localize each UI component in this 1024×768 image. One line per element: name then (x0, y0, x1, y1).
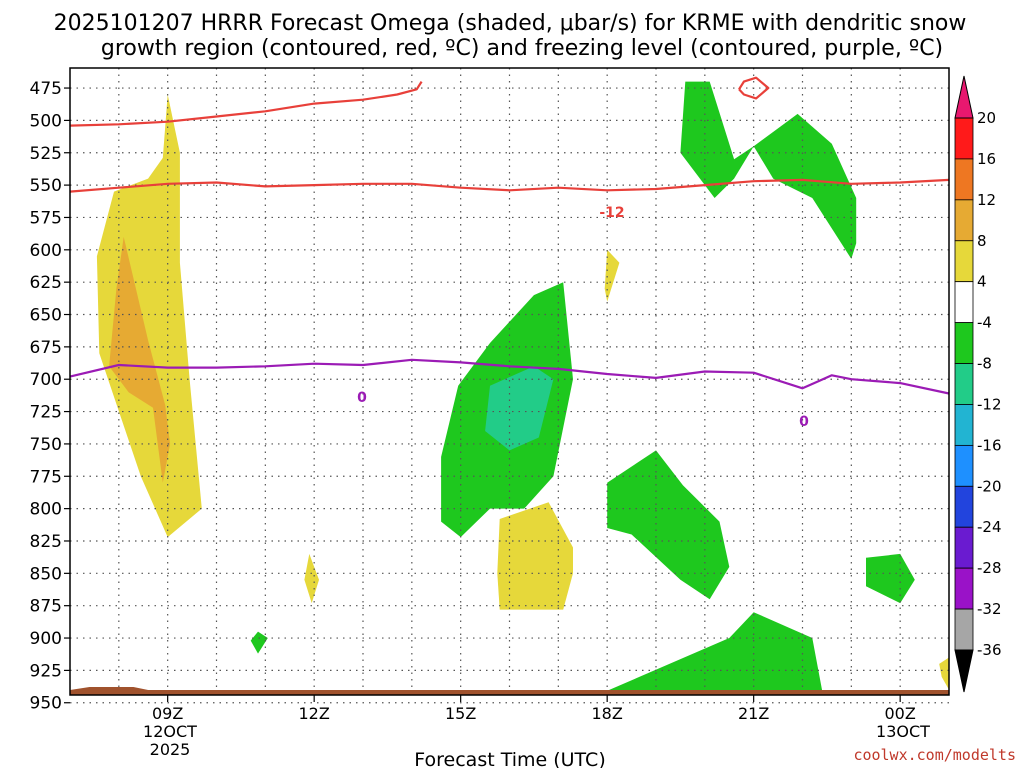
colorbar-label-10: -24 (977, 518, 1002, 536)
y-tick-label-6: 625 (30, 273, 62, 293)
colorbar-label-4: 4 (977, 273, 987, 291)
y-tick-label-4: 575 (30, 208, 62, 228)
y-tick-label-19: 950 (30, 694, 62, 714)
colorbar-swatch-12 (954, 608, 974, 651)
colorbar-swatch-10 (954, 526, 974, 569)
x-tick-label-3: 18Z (592, 704, 623, 723)
colorbar-label-3: 8 (977, 232, 987, 250)
y-tick-label-16: 875 (30, 597, 62, 617)
y-tick-label-1: 500 (30, 111, 62, 131)
colorbar-swatch-5 (954, 322, 974, 364)
colorbar-label-7: -12 (977, 395, 1002, 413)
colorbar-swatch-1 (954, 158, 974, 201)
y-tick-label-14: 825 (30, 532, 62, 552)
contour-line-2 (738, 76, 770, 100)
colorbar-swatch-3 (954, 240, 974, 283)
y-tick-label-15: 850 (30, 564, 62, 584)
contour-line-3 (69, 358, 950, 395)
colorbar: 20 16 12 8 4 -4 -8 -12 -16 -20 -24 -28 -32 -36 (954, 75, 1002, 693)
colorbar-label-0: 20 (977, 109, 996, 127)
y-tick-label-2: 525 (30, 144, 62, 164)
omega-region-10 (866, 553, 915, 604)
y-tick-label-13: 800 (30, 500, 62, 520)
colorbar-swatch-11 (954, 567, 974, 610)
ground-bump (70, 687, 149, 690)
date-label-13oct: 13OCT (876, 722, 930, 741)
credit-text: coolwx.com/modelts (853, 746, 1016, 764)
y-tick-label-8: 675 (30, 338, 62, 358)
y-tick-label-3: 550 (30, 176, 62, 196)
y-tick-label-10: 725 (30, 403, 62, 423)
omega-region-3 (604, 249, 620, 302)
omega-region-4 (497, 502, 573, 610)
y-tick-label-18: 925 (30, 661, 62, 681)
omega-region-1 (109, 236, 171, 483)
y-tick-label-9: 700 (30, 370, 62, 390)
contour-line-0 (69, 178, 950, 193)
x-axis-ticks: 09Z 12Z 15Z 18Z 21Z 00Z (152, 695, 916, 723)
x-tick-label-0: 09Z (152, 704, 183, 723)
omega-region-0 (96, 94, 202, 538)
y-tick-label-12: 775 (30, 467, 62, 487)
snow-growth-contour-label: -12 (599, 205, 624, 221)
colorbar-swatch-2 (954, 199, 974, 242)
omega-region-12 (250, 631, 268, 654)
y-tick-label-0: 475 (30, 79, 62, 99)
y-tick-label-11: 750 (30, 435, 62, 455)
contour-lines (69, 76, 950, 395)
x-tick-label-2: 15Z (445, 704, 476, 723)
colorbar-label-8: -16 (977, 436, 1002, 454)
colorbar-label-2: 12 (977, 191, 996, 209)
x-tick-label-1: 12Z (299, 704, 330, 723)
y-tick-label-5: 600 (30, 241, 62, 261)
omega-region-8 (680, 81, 754, 198)
omega-region-6 (485, 366, 554, 451)
colorbar-swatch-6 (954, 363, 974, 405)
colorbar-swatch-4 (954, 281, 974, 324)
date-label-12oct: 12OCT (143, 722, 197, 741)
x-tick-label-5: 00Z (885, 704, 916, 723)
omega-region-11 (597, 612, 822, 695)
omega-region-7 (607, 450, 730, 600)
y-tick-label-7: 650 (30, 306, 62, 326)
colorbar-label-1: 16 (977, 150, 996, 168)
omega-region-2 (304, 553, 319, 604)
contour-line-1 (69, 81, 423, 127)
date-label-year: 2025 (150, 740, 191, 759)
colorbar-swatch-8 (954, 444, 974, 487)
ground-bar (70, 690, 949, 695)
omega-region-9 (753, 113, 857, 259)
colorbar-swatch-7 (954, 404, 974, 446)
colorbar-label-13: -36 (977, 641, 1002, 659)
colorbar-label-5: -4 (977, 314, 992, 332)
y-axis-ticks: 475 500 525 550 575 600 625 650 675 700 725 750 775 8… (30, 79, 70, 714)
ground-layer (70, 687, 949, 695)
omega-region-13 (939, 657, 949, 690)
chart-title-line-1: 2025101207 HRRR Forecast Omega (shaded, … (54, 11, 967, 36)
omega-shading (96, 81, 949, 695)
colorbar-label-11: -28 (977, 559, 1002, 577)
colorbar-label-9: -20 (977, 477, 1002, 495)
plot-frame (69, 67, 950, 696)
chart-title-line-2: growth region (contoured, red, ºC) and f… (101, 36, 943, 61)
colorbar-swatch-0 (954, 117, 974, 160)
colorbar-top-arrow (954, 75, 974, 119)
freezing-level-label-b: 0 (799, 414, 809, 430)
colorbar-label-12: -32 (977, 600, 1002, 618)
colorbar-label-6: -8 (977, 355, 992, 373)
freezing-level-label-a: 0 (357, 390, 367, 406)
y-tick-label-17: 900 (30, 629, 62, 649)
x-tick-label-4: 21Z (738, 704, 769, 723)
grid-lines (70, 68, 949, 704)
colorbar-bottom-arrow (954, 649, 974, 693)
colorbar-swatch-9 (954, 485, 974, 528)
x-axis-label: Forecast Time (UTC) (414, 749, 605, 768)
